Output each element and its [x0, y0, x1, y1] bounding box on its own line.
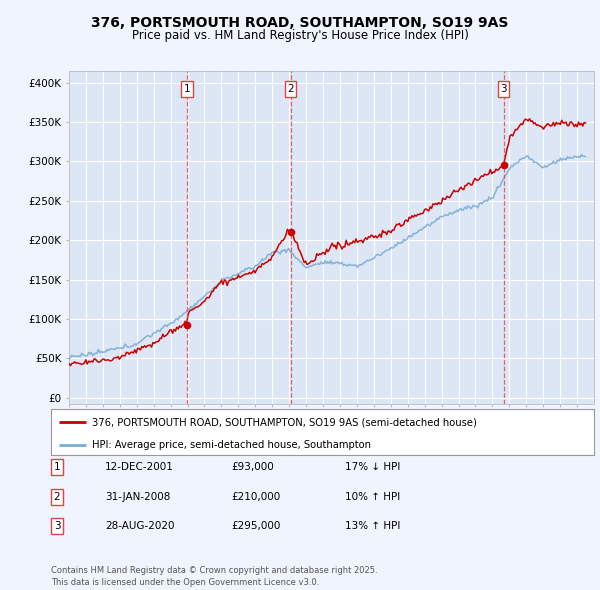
Text: 10% ↑ HPI: 10% ↑ HPI: [345, 492, 400, 502]
Text: 12-DEC-2001: 12-DEC-2001: [105, 463, 174, 472]
Text: HPI: Average price, semi-detached house, Southampton: HPI: Average price, semi-detached house,…: [92, 440, 371, 450]
Text: Price paid vs. HM Land Registry's House Price Index (HPI): Price paid vs. HM Land Registry's House …: [131, 30, 469, 42]
Text: 1: 1: [53, 463, 61, 472]
Text: £210,000: £210,000: [231, 492, 280, 502]
Text: 376, PORTSMOUTH ROAD, SOUTHAMPTON, SO19 9AS: 376, PORTSMOUTH ROAD, SOUTHAMPTON, SO19 …: [91, 16, 509, 30]
Text: £93,000: £93,000: [231, 463, 274, 472]
Text: £295,000: £295,000: [231, 522, 280, 531]
Text: 376, PORTSMOUTH ROAD, SOUTHAMPTON, SO19 9AS (semi-detached house): 376, PORTSMOUTH ROAD, SOUTHAMPTON, SO19 …: [92, 417, 476, 427]
Text: 2: 2: [287, 84, 294, 94]
Text: 31-JAN-2008: 31-JAN-2008: [105, 492, 170, 502]
Text: 2: 2: [53, 492, 61, 502]
Text: 1: 1: [184, 84, 190, 94]
Text: Contains HM Land Registry data © Crown copyright and database right 2025.
This d: Contains HM Land Registry data © Crown c…: [51, 566, 377, 587]
Text: 13% ↑ HPI: 13% ↑ HPI: [345, 522, 400, 531]
Text: 3: 3: [53, 522, 61, 531]
Text: 17% ↓ HPI: 17% ↓ HPI: [345, 463, 400, 472]
Text: 3: 3: [500, 84, 507, 94]
Text: 28-AUG-2020: 28-AUG-2020: [105, 522, 175, 531]
